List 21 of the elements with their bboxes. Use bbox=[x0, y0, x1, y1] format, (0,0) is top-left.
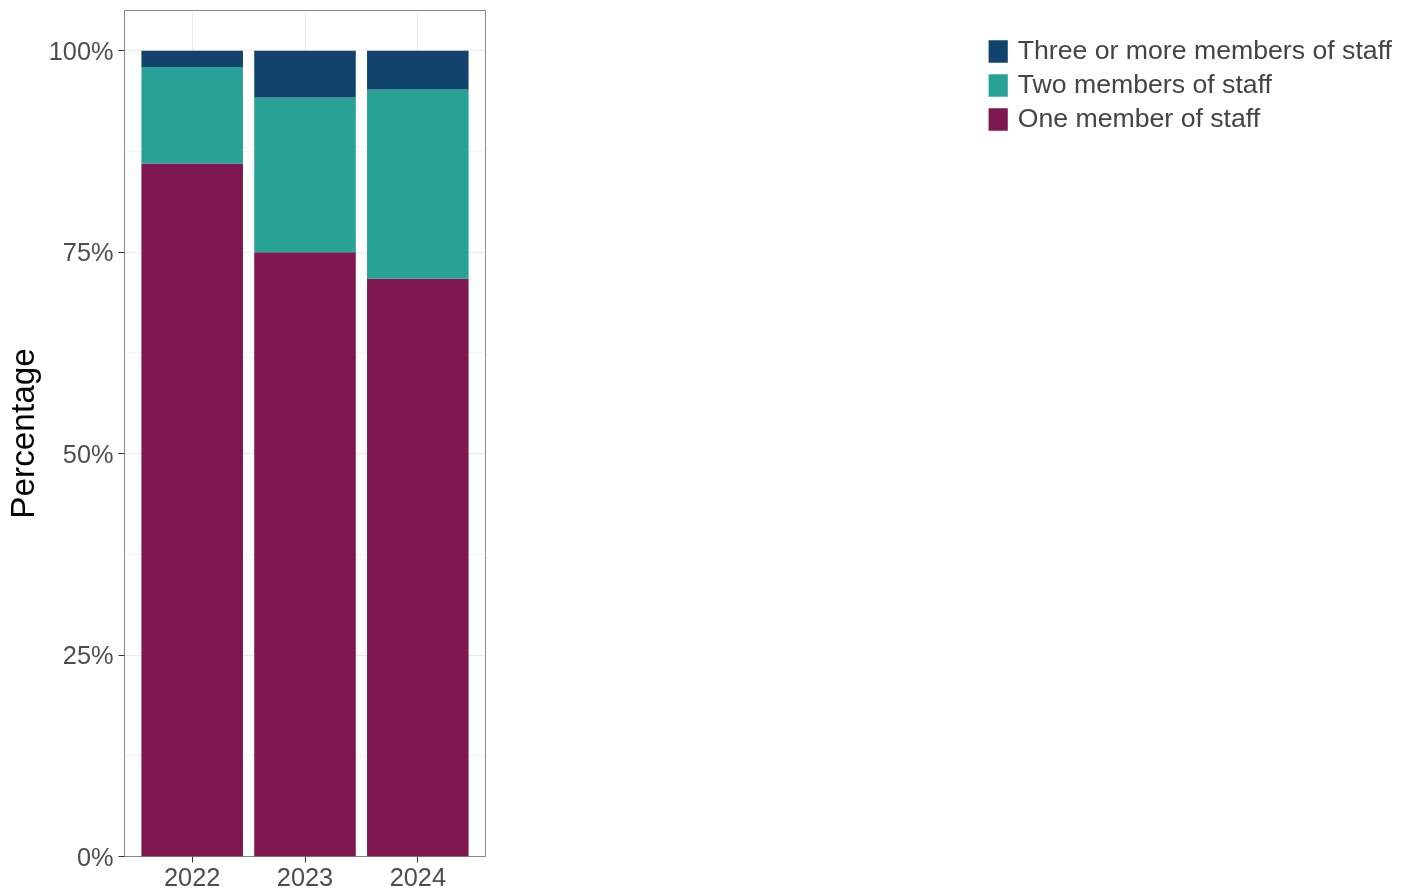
y-tick-label: 75% bbox=[62, 238, 114, 267]
bar bbox=[254, 50, 356, 98]
bar bbox=[141, 66, 243, 164]
x-tick-label: 2022 bbox=[164, 862, 221, 891]
x-tick-label: 2023 bbox=[276, 862, 334, 891]
bar bbox=[367, 50, 469, 90]
x-tick-label: 2024 bbox=[389, 862, 446, 891]
y-tick-label: 50% bbox=[62, 439, 114, 468]
legend-label: Two members of staff bbox=[1017, 69, 1273, 100]
y-tick-label: 25% bbox=[62, 641, 114, 670]
y-tick-label: 0% bbox=[76, 842, 114, 871]
legend-label: One member of staff bbox=[1017, 103, 1261, 134]
y-tick-label: 100% bbox=[48, 36, 114, 65]
y-axis-title: Percentage bbox=[3, 348, 41, 519]
legend-label: Three or more members of staff bbox=[1017, 35, 1392, 66]
bar bbox=[141, 163, 243, 857]
bar bbox=[254, 97, 356, 253]
bar bbox=[141, 50, 243, 67]
bar bbox=[254, 252, 356, 857]
bar bbox=[367, 278, 469, 857]
bar bbox=[367, 89, 469, 279]
